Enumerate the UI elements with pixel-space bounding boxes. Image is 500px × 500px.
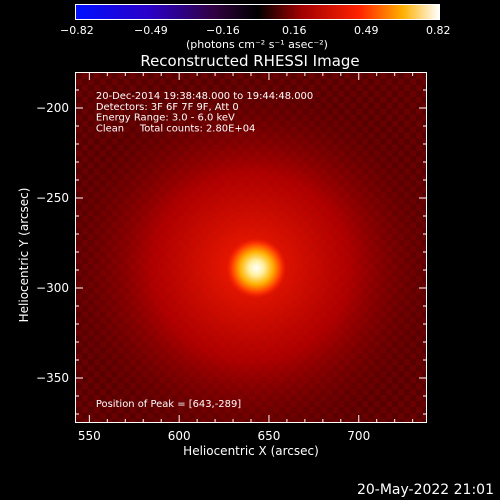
annotation-peak-position: Position of Peak = [643,-289] <box>96 399 241 410</box>
timestamp: 20-May-2022 21:01 <box>356 482 494 498</box>
colorbar-tick: −0.49 <box>134 24 168 37</box>
colorbar-unit-label: (photons cm⁻² s⁻¹ asec⁻²) <box>186 38 328 51</box>
annotation-energy: Energy Range: 3.0 - 6.0 keV <box>96 113 235 124</box>
x-tick-label: 600 <box>168 429 191 443</box>
annotation-detectors: Detectors: 3F 6F 7F 9F, Att 0 <box>96 102 239 113</box>
annotations: 20-Dec-2014 19:38:48.000 to 19:44:48.000… <box>96 91 313 410</box>
x-tick-label: 550 <box>78 429 101 443</box>
colorbar-tick: 0.49 <box>354 24 379 37</box>
x-tick-label: 650 <box>258 429 281 443</box>
colorbar <box>75 4 440 20</box>
annotation-time-range: 20-Dec-2014 19:38:48.000 to 19:44:48.000 <box>96 91 313 102</box>
colorbar-tick: −0.82 <box>60 24 94 37</box>
y-axis-label: Heliocentric Y (arcsec) <box>17 187 31 323</box>
y-tick-label: −350 <box>36 371 69 385</box>
colorbar-tick: −0.16 <box>206 24 240 37</box>
x-axis-label: Heliocentric X (arcsec) <box>183 444 319 458</box>
colorbar-tick: 0.82 <box>426 24 451 37</box>
y-tick-label: −300 <box>36 281 69 295</box>
x-tick-label: 700 <box>347 429 370 443</box>
colorbar-tick: 0.16 <box>282 24 307 37</box>
rhessi-image: 20-Dec-2014 19:38:48.000 to 19:44:48.000… <box>75 72 427 423</box>
y-tick-label: −200 <box>36 101 69 115</box>
chart-title: Reconstructed RHESSI Image <box>140 52 360 70</box>
emission-peak <box>226 238 287 298</box>
y-tick-label: −250 <box>36 191 69 205</box>
annotation-method: Clean Total counts: 2.80E+04 <box>96 124 255 135</box>
